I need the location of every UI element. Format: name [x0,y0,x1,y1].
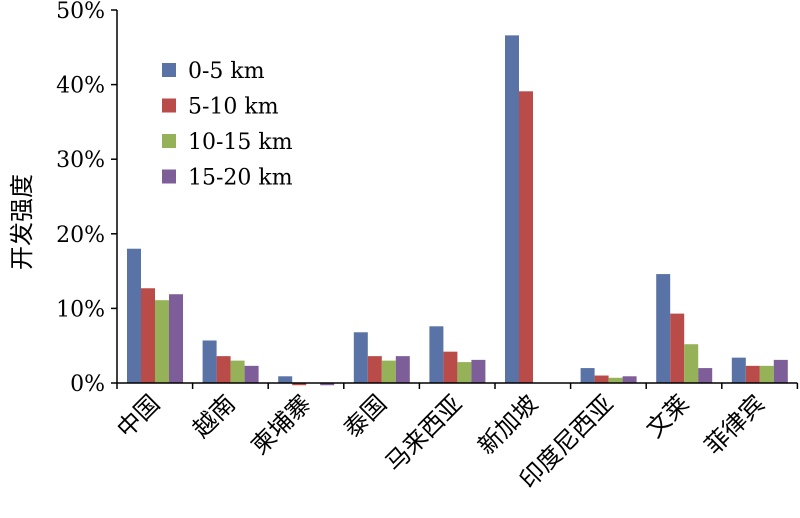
bar-2-series-1 [202,340,217,383]
x-category-label: 文莱 [641,389,695,443]
bar-6-series-1 [505,35,519,384]
x-category-label: 马来西亚 [380,389,468,477]
bar-8-series-4 [698,368,713,383]
legend-swatch [162,63,176,77]
x-category-label: 菲律宾 [699,389,770,460]
y-tick-label: 20% [56,223,105,248]
bar-7-series-1 [580,368,595,383]
y-tick-label: 30% [56,148,105,173]
bar-1-series-4 [169,294,183,383]
bar-3-series-1 [278,376,293,383]
y-tick-labels: 0% 10% 20% 30% 40% 50% [56,0,105,397]
bar-8-series-3 [684,344,699,383]
x-category-label: 新加坡 [473,389,544,460]
bar-5-series-1 [429,326,444,383]
bar-5-series-2 [443,351,458,383]
bar-6-series-2 [519,91,533,383]
legend-label: 15-20 km [188,166,293,191]
bar-2-series-2 [216,356,231,383]
y-tick-label: 10% [56,297,105,322]
bar-2-series-3 [230,360,245,383]
axes-layer [111,9,799,389]
bar-5-series-4 [471,359,486,383]
bar-7-series-2 [594,375,609,383]
legend-swatch [162,98,176,113]
y-axis-title: 开发强度 [8,174,36,270]
bar-9-series-3 [759,365,774,383]
bar-9-series-4 [773,359,788,383]
bar-1-series-1 [127,248,141,383]
legend-swatch [162,169,176,184]
bar-4-series-2 [367,356,382,383]
bar-2-series-4 [244,365,259,383]
bar-8-series-2 [670,313,685,383]
bar-1-series-3 [155,300,169,383]
bars-layer [127,35,788,386]
bar-4-series-1 [353,332,368,383]
bar-7-series-3 [608,377,623,383]
legend-label: 0-5 km [188,59,265,84]
bar-5-series-3 [457,362,472,383]
x-category-label: 越南 [187,389,241,443]
x-category-label: 中国 [112,389,166,443]
y-tick-label: 0% [70,372,105,397]
bar-3-series-2 [292,383,307,386]
y-tick-label: 40% [56,74,105,99]
legend: 0-5 km 5-10 km 10-15 km 15-20 km [162,59,293,191]
legend-label: 10-15 km [188,130,293,155]
y-tick-label: 50% [56,0,105,24]
x-category-label: 柬埔寨 [246,389,317,460]
bar-4-series-4 [395,356,410,383]
bar-3-series-4 [320,383,335,386]
bar-9-series-1 [731,357,746,383]
bar-9-series-2 [745,365,760,383]
bar-7-series-4 [622,376,637,383]
bar-1-series-2 [141,288,155,383]
legend-label: 5-10 km [188,95,279,120]
x-category-label: 泰国 [338,389,392,443]
bar-4-series-3 [381,360,396,383]
legend-swatch [162,134,176,148]
bar-8-series-1 [656,274,671,383]
